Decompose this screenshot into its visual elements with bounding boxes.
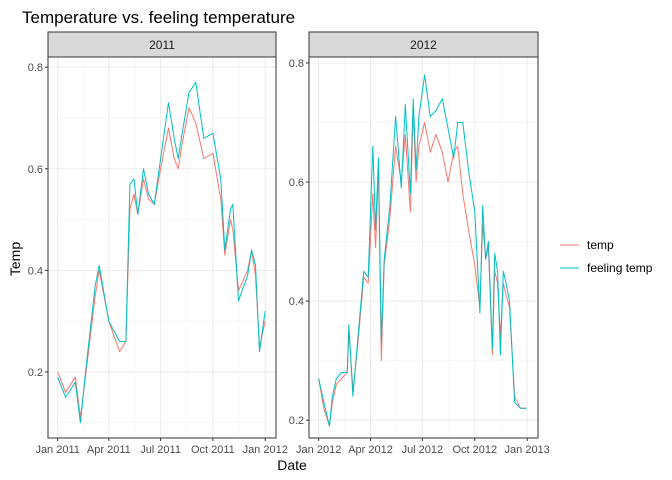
y-tick-label: 0.8 <box>28 62 43 74</box>
y-tick-label: 0.8 <box>289 58 304 70</box>
y-tick-label: 0.2 <box>28 367 43 379</box>
panel-border <box>47 56 277 439</box>
y-tick-label: 0.6 <box>28 164 43 176</box>
y-tick-label: 0.2 <box>289 415 304 427</box>
facet-strip-label: 2012 <box>410 38 437 52</box>
y-tick-label: 0.6 <box>289 177 304 189</box>
facet-strip <box>47 31 277 58</box>
x-tick-label: Jan 2012 <box>296 444 341 456</box>
series-line-feeling_temp <box>318 74 527 427</box>
x-tick-label: Jan 2012 <box>243 444 288 456</box>
y-tick-label: 0.4 <box>289 296 304 308</box>
x-tick-label: Oct 2012 <box>452 444 497 456</box>
facet-panel-2012: 2012 0.2 0.4 0.6 0.8 Jan 2012 Apr 2012 Jul 2012… <box>289 31 550 456</box>
legend-item-feeling_temp: feeling temp <box>560 261 653 275</box>
series-line-feeling_temp <box>57 81 266 424</box>
y-axis-title: Temp <box>7 242 23 276</box>
series-line-temp <box>57 107 266 419</box>
legend-label-feeling_temp: feeling temp <box>587 261 653 275</box>
legend-label-temp: temp <box>587 238 614 252</box>
panel-border <box>308 56 539 439</box>
x-axis-title: Date <box>277 457 307 473</box>
legend: temp feeling temp <box>560 238 653 275</box>
x-tick-label: Apr 2011 <box>87 444 131 456</box>
facet-panels: 2011 0.2 0.4 0.6 0.8 Jan 2011 Apr 2011 Jul 2011… <box>28 31 550 456</box>
facet-strip-label: 2011 <box>149 38 175 52</box>
x-tick-label: Jan 2013 <box>505 444 550 456</box>
x-tick-label: Jul 2012 <box>402 444 444 456</box>
facet-panel-2011: 2011 0.2 0.4 0.6 0.8 Jan 2011 Apr 2011 Jul 2011… <box>28 31 288 456</box>
x-tick-label: Oct 2011 <box>191 444 235 456</box>
x-tick-label: Jan 2011 <box>35 444 79 456</box>
legend-item-temp: temp <box>560 238 614 252</box>
y-tick-label: 0.4 <box>28 265 43 277</box>
x-tick-label: Apr 2012 <box>348 444 393 456</box>
x-tick-label: Jul 2011 <box>140 444 181 456</box>
chart-title: Temperature vs. feeling temperature <box>22 8 295 27</box>
